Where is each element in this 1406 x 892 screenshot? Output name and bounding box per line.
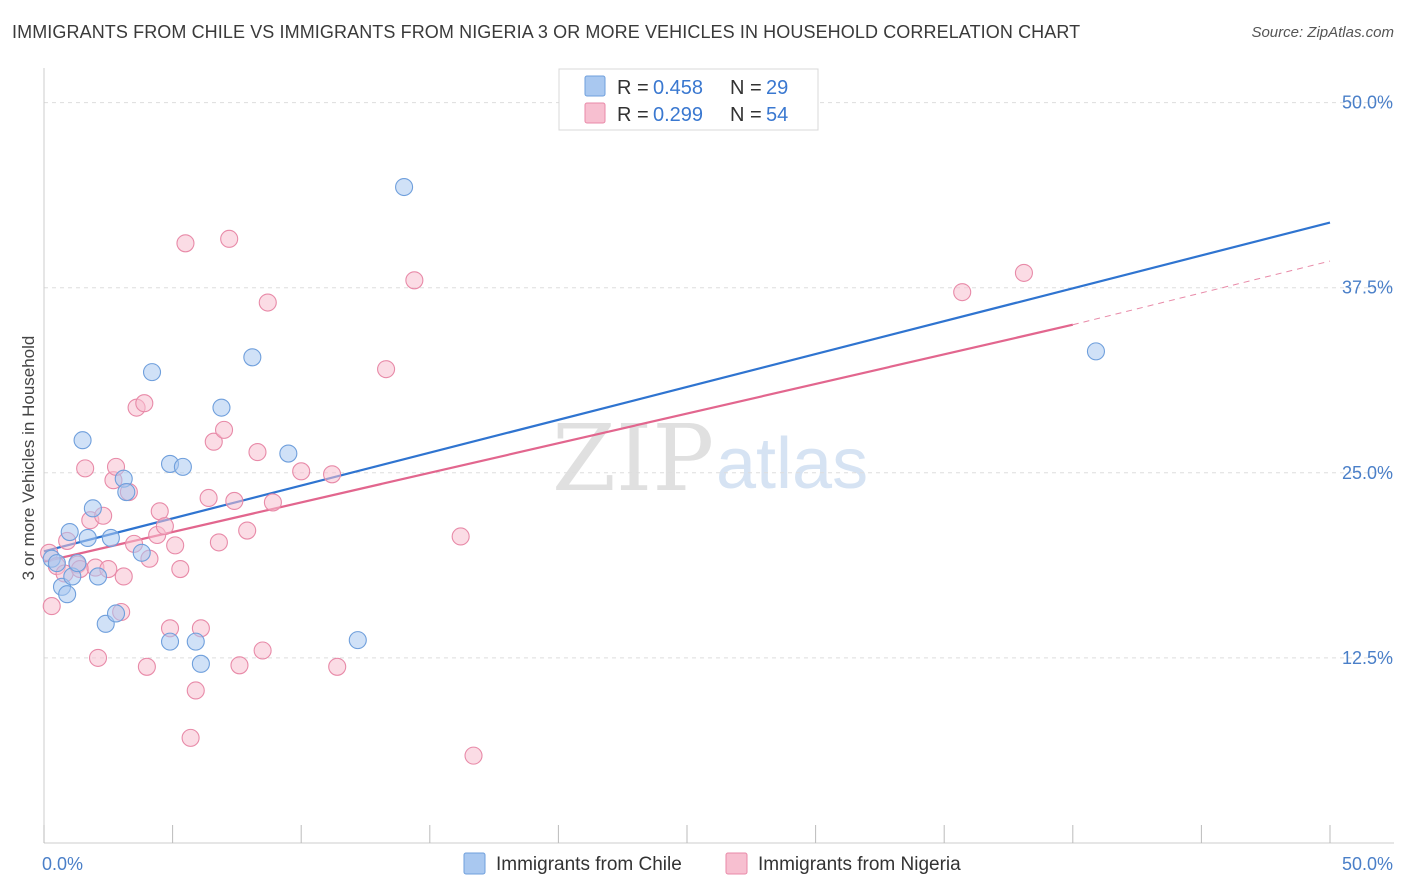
point-chile-10: [88, 567, 108, 586]
y-axis-title: 3 or more Vehicles in Household: [19, 336, 38, 581]
trend-line-chile: [43, 221, 1331, 553]
point-nigeria-1: [42, 597, 61, 616]
point-nigeria-36: [214, 420, 234, 439]
bottom-legend-swatch-nigeria: [725, 852, 748, 875]
point-nigeria-31: [186, 681, 205, 700]
source-credit: Source: ZipAtlas.com: [1251, 24, 1394, 41]
point-chile-28: [1086, 342, 1105, 361]
point-nigeria-16: [114, 567, 133, 586]
point-nigeria-34: [204, 432, 223, 451]
legend-nigeria-n-value: 54: [766, 104, 788, 126]
point-nigeria-29: [176, 234, 195, 253]
point-nigeria-50: [451, 527, 470, 546]
point-nigeria-21: [137, 657, 156, 676]
point-nigeria-28: [171, 560, 190, 579]
point-chile-21: [186, 632, 205, 651]
trend-line-nigeria-extension: [1072, 260, 1331, 326]
axes: [43, 68, 1394, 844]
legend-swatch-nigeria: [584, 102, 606, 124]
point-nigeria-53: [1014, 263, 1033, 282]
point-chile-6: [68, 554, 87, 573]
point-chile-7: [73, 431, 92, 450]
point-nigeria-45: [292, 462, 311, 481]
point-nigeria-40: [238, 521, 257, 540]
point-nigeria-27: [166, 536, 185, 555]
legend-chile-n-label: N =: [730, 77, 762, 99]
data-points: [40, 177, 1105, 765]
point-nigeria-25: [155, 517, 174, 536]
point-chile-25: [279, 444, 298, 463]
point-chile-4: [60, 522, 79, 542]
tick-labels: 12.5% 25.0% 37.5% 50.0% 0.0% 50.0%: [42, 93, 1393, 874]
point-nigeria-49: [405, 271, 424, 290]
grid-lines: [44, 102, 1394, 659]
point-nigeria-42: [253, 641, 272, 660]
watermark: ZIP atlas: [552, 405, 868, 512]
point-chile-9: [83, 499, 102, 518]
point-nigeria-44: [263, 493, 282, 512]
y-tick-label-1: 25.0%: [1342, 463, 1393, 483]
point-nigeria-47: [328, 657, 347, 676]
point-nigeria-41: [248, 443, 267, 462]
point-nigeria-35: [209, 533, 228, 552]
point-nigeria-46: [323, 465, 342, 484]
point-chile-13: [106, 604, 126, 623]
x-tick-label-1: 50.0%: [1342, 854, 1393, 874]
point-chile-15: [117, 483, 136, 502]
point-nigeria-30: [181, 728, 200, 747]
x-tick-label-0: 0.0%: [42, 854, 83, 874]
y-tick-label-3: 50.0%: [1342, 93, 1393, 113]
point-chile-17: [142, 363, 162, 382]
point-nigeria-38: [225, 491, 244, 510]
chart-title: IMMIGRANTS FROM CHILE VS IMMIGRANTS FROM…: [12, 22, 1081, 42]
point-chile-27: [395, 177, 414, 197]
point-nigeria-37: [220, 229, 239, 248]
legend-nigeria-n-label: N =: [730, 104, 762, 126]
point-chile-24: [243, 348, 262, 367]
point-chile-3: [58, 585, 77, 604]
point-chile-8: [78, 528, 97, 548]
point-nigeria-52: [953, 283, 972, 302]
bottom-legend: Immigrants from Chile Immigrants from Ni…: [463, 852, 961, 875]
y-tick-label-0: 12.5%: [1342, 648, 1393, 668]
point-nigeria-10: [88, 648, 108, 667]
legend-chile-n-value: 29: [766, 77, 788, 99]
legend-nigeria-r-value: 0.299: [653, 104, 703, 126]
point-nigeria-39: [230, 656, 249, 675]
watermark-atlas: atlas: [716, 424, 868, 504]
legend-nigeria-r-label: R =: [617, 104, 649, 126]
watermark-zip: ZIP: [552, 405, 714, 512]
legend-swatch-chile: [584, 75, 606, 97]
point-nigeria-20: [135, 394, 154, 413]
legend-chile-r-value: 0.458: [653, 77, 703, 99]
point-nigeria-51: [464, 746, 483, 765]
point-chile-12: [101, 528, 120, 548]
point-chile-22: [191, 654, 210, 673]
trend-line-nigeria: [43, 323, 1074, 563]
point-nigeria-43: [258, 293, 277, 312]
point-chile-1: [47, 554, 66, 573]
point-chile-18: [160, 632, 180, 651]
top-legend: R = 0.458 N = 29 R = 0.299 N = 54: [558, 68, 819, 131]
bottom-legend-label-chile: Immigrants from Chile: [496, 854, 682, 875]
point-chile-16: [132, 543, 151, 562]
trend-lines: [43, 221, 1331, 563]
point-chile-20: [173, 457, 192, 476]
legend-chile-r-label: R =: [617, 77, 649, 99]
point-chile-23: [212, 398, 231, 417]
y-tick-label-2: 37.5%: [1342, 278, 1393, 298]
bottom-legend-swatch-chile: [463, 852, 486, 875]
point-nigeria-48: [377, 360, 396, 379]
point-nigeria-33: [199, 488, 218, 508]
point-chile-26: [348, 631, 367, 650]
point-nigeria-7: [76, 459, 95, 478]
bottom-legend-label-nigeria: Immigrants from Nigeria: [758, 854, 961, 875]
